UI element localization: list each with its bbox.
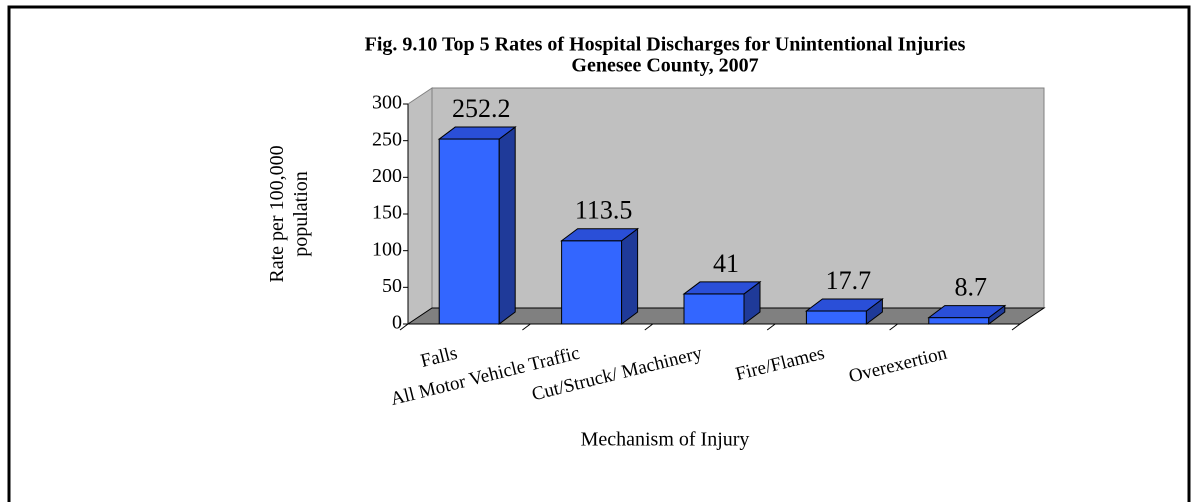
y-axis-title-line: population <box>290 171 312 257</box>
y-axis-title-line: Rate per 100,000 <box>266 145 288 282</box>
x-tick <box>1011 323 1021 331</box>
y-tick-label: 150 <box>372 202 402 224</box>
frame <box>7 5 1191 502</box>
data-label: 41 <box>713 249 739 278</box>
y-tick-label: 50 <box>382 275 402 297</box>
y-tick-label: 300 <box>372 92 402 114</box>
data-label: 8.7 <box>955 273 988 302</box>
data-label: 252.2 <box>452 94 511 123</box>
bar <box>805 310 867 325</box>
bar-top <box>682 281 762 295</box>
y-axis-title: Rate per 100,000 population <box>266 145 312 282</box>
y-tick-label: 200 <box>372 165 402 187</box>
bar <box>683 293 745 325</box>
x-tick <box>766 323 776 331</box>
x-tick <box>889 323 898 331</box>
x-tick-label: Falls <box>419 343 460 372</box>
side-wall <box>407 87 433 325</box>
x-tick <box>644 323 654 331</box>
x-tick <box>399 323 409 331</box>
x-axis-title: Mechanism of Injury <box>581 429 750 451</box>
y-tick-label: 100 <box>372 238 402 260</box>
y-tick-label: 0 <box>392 312 402 334</box>
data-label: 113.5 <box>575 196 633 225</box>
bar-side <box>621 227 639 325</box>
x-tick-label: Fire/Flames <box>733 343 826 385</box>
bar-top <box>804 298 884 312</box>
y-tick-label: 250 <box>372 128 402 150</box>
bar-top <box>927 305 1007 319</box>
chart-subtitle: Genesee County, 2007 <box>571 55 758 77</box>
bar-side <box>498 126 516 325</box>
x-tick <box>522 323 531 331</box>
bar <box>928 317 990 325</box>
bar <box>561 240 623 325</box>
bar <box>438 138 500 325</box>
x-tick-label: Overexertion <box>847 343 950 388</box>
bar-top <box>560 228 640 242</box>
chart-title: Fig. 9.10 Top 5 Rates of Hospital Discha… <box>365 34 966 56</box>
data-label: 17.7 <box>826 266 872 295</box>
bar-top <box>437 126 517 140</box>
